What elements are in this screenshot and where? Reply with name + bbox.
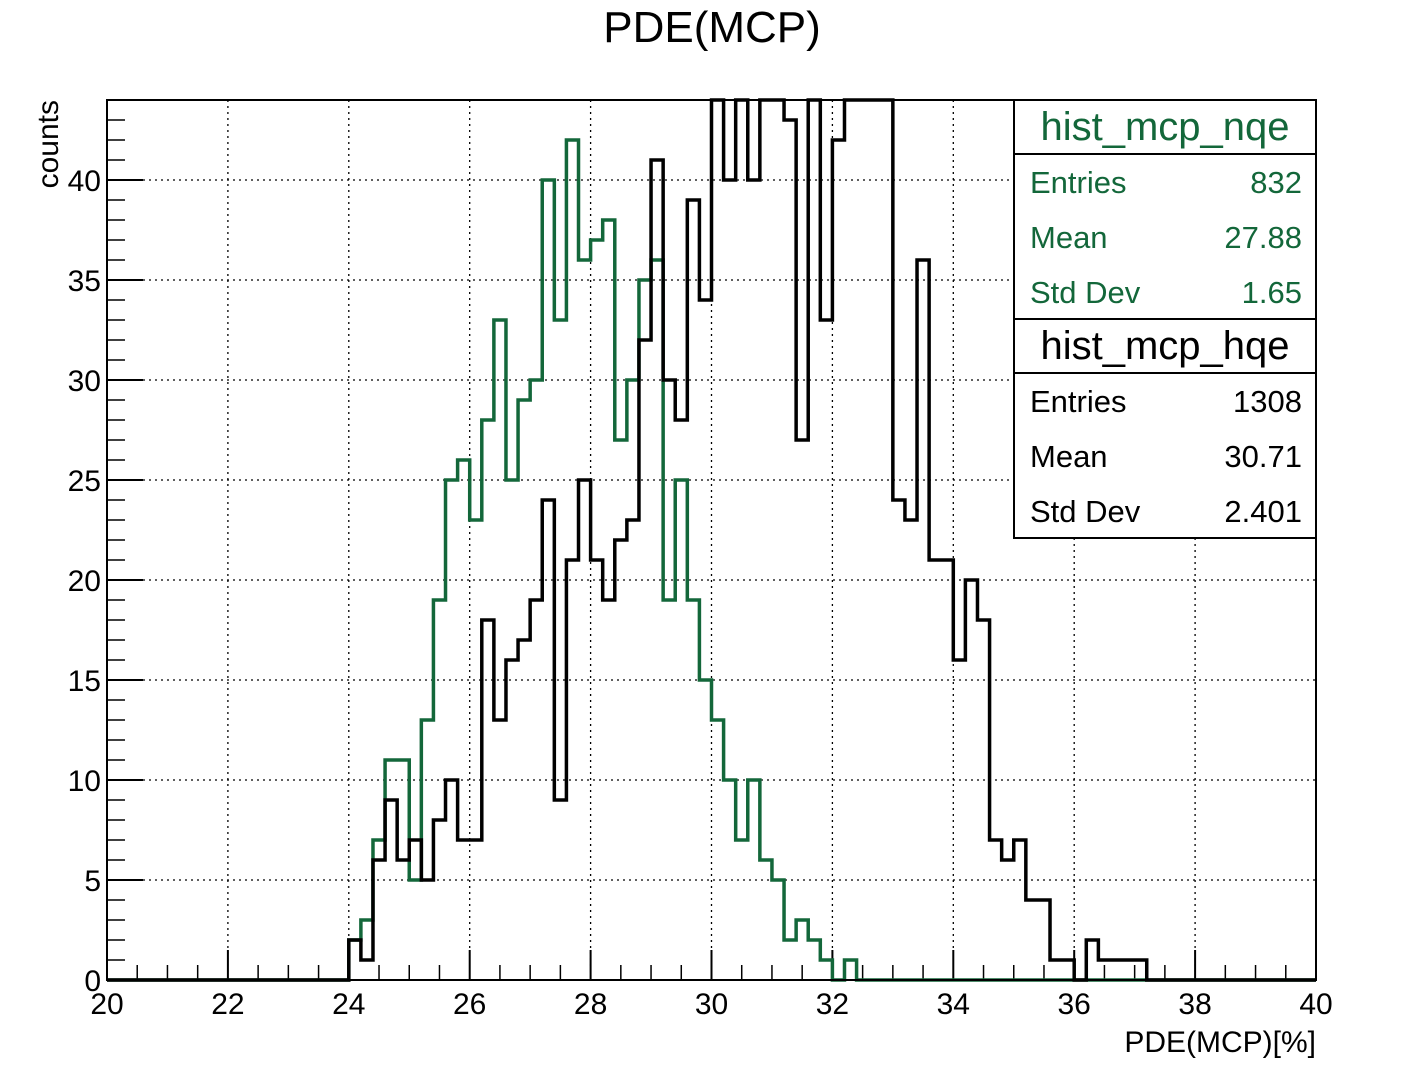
y-tick-label: 15 xyxy=(68,665,101,698)
x-tick-label: 34 xyxy=(937,988,970,1021)
x-axis-label: PDE(MCP)[%] xyxy=(1124,1026,1316,1059)
y-tick-label: 0 xyxy=(84,965,101,998)
stats-row-label: Std Dev xyxy=(1030,494,1141,529)
stats-box-hist-mcp-hqe: hist_mcp_hqe Entries 1308 Mean 30.71 Std Dev 2… xyxy=(1013,318,1317,539)
x-tick-label: 28 xyxy=(574,988,607,1021)
stats-box-title: hist_mcp_nqe xyxy=(1040,105,1289,149)
stats-row-label: Mean xyxy=(1030,220,1108,255)
stats-row-label: Mean xyxy=(1030,439,1108,474)
y-tick-label: 30 xyxy=(68,365,101,398)
stats-box-border xyxy=(1013,318,1317,539)
x-tick-label: 38 xyxy=(1178,988,1211,1021)
stats-row-label: Entries xyxy=(1030,384,1126,419)
x-tick-label: 22 xyxy=(211,988,244,1021)
stats-box-hist-mcp-nqe: hist_mcp_nqe Entries 832 Mean 27.88 Std Dev 1.… xyxy=(1013,99,1317,320)
y-tick-label: 10 xyxy=(68,765,101,798)
stats-row-value: 30.71 xyxy=(1224,439,1302,474)
x-tick-label: 20 xyxy=(90,988,123,1021)
x-tick-label: 36 xyxy=(1058,988,1091,1021)
stats-row-value: 1308 xyxy=(1233,384,1302,419)
stats-row-value: 27.88 xyxy=(1224,220,1302,255)
y-tick-label: 40 xyxy=(68,165,101,198)
stats-row-label: Entries xyxy=(1030,165,1126,200)
y-tick-label: 5 xyxy=(84,865,101,898)
x-tick-label: 32 xyxy=(816,988,849,1021)
chart-title: PDE(MCP) xyxy=(603,3,821,52)
x-tick-label: 40 xyxy=(1299,988,1332,1021)
stats-row-value: 832 xyxy=(1250,165,1302,200)
y-axis-label: counts xyxy=(32,100,65,188)
stats-box-title: hist_mcp_hqe xyxy=(1040,324,1289,368)
stats-row-value: 2.401 xyxy=(1224,494,1302,529)
y-tick-label: 25 xyxy=(68,465,101,498)
x-tick-label: 30 xyxy=(695,988,728,1021)
x-tick-label: 24 xyxy=(332,988,365,1021)
stats-box-border xyxy=(1013,99,1317,320)
y-tick-label: 20 xyxy=(68,565,101,598)
tick-labels: 20 22 24 26 28 30 32 34 36 38 40 0 5 10 15 20 25 30 35 40 xyxy=(68,165,1333,1021)
plot-frame xyxy=(106,99,1317,981)
histogram-hist-mcp-nqe xyxy=(107,138,1316,982)
stats-row-value: 1.65 xyxy=(1242,275,1302,310)
stats-row-label: Std Dev xyxy=(1030,275,1141,310)
y-tick-label: 35 xyxy=(68,265,101,298)
stats-boxes: hist_mcp_nqe Entries 832 Mean 27.88 Std Dev 1.… xyxy=(1013,99,1317,539)
x-tick-label: 26 xyxy=(453,988,486,1021)
